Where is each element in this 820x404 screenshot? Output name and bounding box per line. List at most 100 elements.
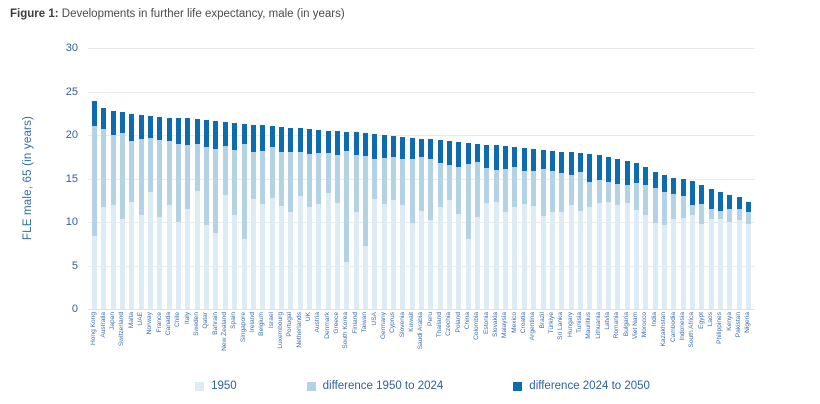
bar-segment-diff-2024-2050 (372, 134, 378, 160)
bar-chile (176, 118, 182, 309)
x-label-slot: Ireland (249, 312, 258, 378)
bar-japan (110, 110, 116, 309)
bar-segment-diff-1950-2024 (297, 152, 303, 196)
bar-poland (456, 141, 462, 309)
bar-bahrain (213, 121, 219, 309)
x-label-indonesia: Indonesia (678, 312, 686, 341)
bar-segment-diff-1950-2024 (381, 157, 387, 204)
x-label-argentina: Argentina (529, 312, 537, 341)
figure-title: Figure 1: Developments in further life e… (10, 8, 345, 20)
legend-label-1: difference 1950 to 2024 (322, 380, 444, 392)
x-label-uk: UK (305, 312, 313, 322)
x-label-slot: Slovenia (398, 312, 407, 378)
bar-segment-diff-2024-2050 (475, 143, 481, 162)
x-label-viet-nam: Viet Nam (632, 312, 640, 339)
bar-spain (232, 122, 238, 309)
bar-singapore (241, 123, 247, 309)
bar-segment-diff-1950-2024 (353, 155, 359, 212)
x-label-norway: Norway (146, 312, 154, 335)
x-label-qatar: Qatar (202, 312, 210, 329)
bar-segment-diff-1950-2024 (278, 151, 284, 207)
bar-segment-diff-2024-2050 (288, 128, 294, 153)
bar-segment-1950 (148, 192, 154, 309)
bar-argentina (531, 148, 537, 309)
bar-segment-diff-1950-2024 (708, 208, 714, 219)
bar-segment-1950 (391, 200, 396, 309)
bar-segment-1950 (736, 220, 742, 309)
bar-canada (166, 117, 172, 309)
bar-australia (101, 108, 107, 309)
x-label-slot: South Korea (342, 312, 351, 378)
bar-segment-diff-1950-2024 (334, 155, 340, 203)
x-label-slot: Slovakia (492, 312, 501, 378)
bar-nigeria (746, 202, 752, 309)
bar-malta (129, 114, 135, 309)
bar-slovakia (493, 145, 499, 309)
bar-segment-diff-1950-2024 (531, 170, 537, 207)
x-label-egypt: Egypt (697, 312, 705, 329)
bar-segment-diff-2024-2050 (213, 121, 219, 149)
x-label-canada: Canada (164, 312, 172, 336)
bar-segment-diff-2024-2050 (615, 158, 621, 184)
x-label-slot: Singapore (240, 312, 249, 378)
bar-segment-1950 (699, 223, 705, 309)
bar-segment-diff-2024-2050 (166, 117, 172, 142)
bar-segment-diff-2024-2050 (727, 195, 733, 209)
bar-brazil (540, 149, 546, 309)
x-label-slot: Tunisia (576, 312, 585, 378)
x-label-nigeria: Nigeria (744, 312, 752, 333)
bar-segment-1950 (568, 204, 574, 309)
x-label-slot: Chile (174, 312, 183, 378)
bar-indonesia (680, 179, 686, 309)
bar-segment-diff-2024-2050 (129, 114, 135, 142)
bar-segment-1950 (708, 218, 714, 309)
bar-south-africa (690, 181, 695, 309)
gridline-25 (88, 91, 755, 93)
x-label-slot: Kenya (725, 312, 734, 378)
x-label-peru: Peru (426, 312, 434, 326)
x-label-slot: Japan (109, 312, 118, 378)
x-label-australia: Australia (99, 312, 107, 338)
bar-segment-diff-2024-2050 (92, 101, 97, 127)
bar-segment-diff-2024-2050 (391, 135, 396, 157)
bar-peru (428, 139, 434, 309)
bar-segment-1950 (419, 210, 425, 309)
x-label-new-zealand: New Zealand (221, 312, 229, 351)
bar-estonia (484, 144, 490, 309)
bar-segment-1950 (746, 223, 752, 309)
bar-segment-diff-1950-2024 (269, 147, 275, 198)
bar-segment-diff-2024-2050 (297, 128, 303, 153)
x-label-taiwan: Taiwan (361, 312, 369, 333)
bar-lithuania (596, 155, 602, 309)
bar-segment-1950 (624, 202, 630, 309)
x-label-mexico: Mexico (510, 312, 518, 333)
bar-segment-1950 (521, 203, 527, 309)
bar-segment-diff-1950-2024 (503, 168, 509, 212)
figure-label: Figure 1: (10, 8, 59, 20)
bar-usa (372, 134, 378, 309)
bar-segment-1950 (381, 203, 387, 309)
bar-segment-1950 (157, 216, 163, 309)
bar-segment-diff-2024-2050 (577, 153, 583, 173)
bar-segment-diff-2024-2050 (540, 149, 546, 169)
bar-uk (306, 128, 312, 309)
x-label-portugal: Portugal (286, 312, 294, 337)
bar-segment-diff-1950-2024 (512, 167, 518, 208)
bar-segment-diff-1950-2024 (101, 128, 107, 208)
x-label-slot: Philippines (716, 312, 725, 378)
x-label-slot: USA (370, 312, 379, 378)
x-label-slot: South Africa (688, 312, 697, 378)
x-label-south-africa: South Africa (688, 312, 696, 348)
bar-hong-kong (92, 101, 97, 309)
x-label-slot: Kuwait (408, 312, 417, 378)
bar-sweden (194, 119, 200, 309)
bar-segment-diff-1950-2024 (391, 156, 396, 201)
bar-segment-1950 (428, 220, 434, 309)
bar-mexico (512, 147, 518, 309)
bar-segment-1950 (615, 204, 621, 309)
bar-segment-diff-2024-2050 (138, 115, 144, 139)
bar-segment-1950 (278, 206, 284, 309)
x-label-slot: Malta (127, 312, 136, 378)
x-label-slot: Saudi Arabia (417, 312, 426, 378)
bar-segment-diff-1950-2024 (596, 180, 602, 203)
